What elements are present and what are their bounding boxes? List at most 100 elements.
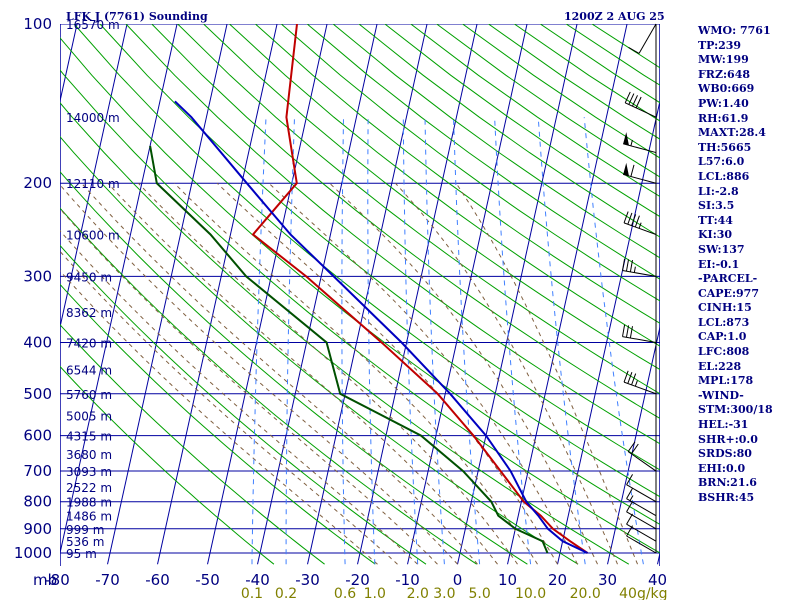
wind-barb-half-flag — [630, 139, 633, 146]
index-row: HEL:-31 — [698, 418, 749, 432]
height-label: 1988 m — [66, 496, 112, 510]
index-row: SRDS:80 — [698, 447, 752, 461]
height-label: 4315 m — [66, 430, 112, 444]
wind-barb-flag — [622, 258, 626, 271]
wind-barb — [628, 23, 657, 54]
wind-barb — [623, 211, 657, 235]
pressure-tick-label: 800 — [23, 493, 52, 511]
dry-adiabat — [60, 365, 275, 565]
dry-adiabat — [332, 24, 660, 259]
dry-adiabats — [60, 24, 660, 565]
dry-adiabat — [99, 24, 660, 471]
pressure-tick-label: 700 — [23, 462, 52, 480]
index-row: PW:1.40 — [698, 96, 749, 110]
temperature-tick-label: 30 — [598, 571, 617, 589]
wind-barb — [624, 91, 657, 118]
mixing-ratio-label: 3.0 — [433, 586, 455, 600]
moist-adiabat — [107, 182, 498, 565]
index-row: MPL:178 — [698, 374, 754, 388]
wind-barb — [626, 513, 657, 542]
wind-barb-flag — [631, 443, 639, 455]
height-label: 10600 m — [66, 229, 120, 243]
wind-barb-half-flag — [638, 222, 642, 229]
wind-barb-half-flag — [629, 495, 634, 501]
wind-barb-flag — [627, 441, 636, 452]
wind-barb-flag — [628, 47, 640, 54]
mixing-ratio-line — [367, 117, 376, 565]
isotherm — [107, 24, 228, 565]
wind-barb-flag — [623, 370, 629, 383]
isotherm — [357, 24, 478, 565]
wind-barb — [626, 501, 657, 530]
height-label: 3680 m — [66, 448, 112, 462]
mixing-ratio-label: 1.0 — [364, 586, 386, 600]
wind-barb-flag — [631, 214, 637, 226]
isotherm — [157, 24, 278, 565]
height-label: 5760 m — [66, 388, 112, 402]
isotherm — [307, 24, 428, 565]
moist-adiabat — [60, 270, 378, 565]
isotherm — [507, 24, 628, 565]
wind-barb-flag — [625, 259, 630, 272]
wind-barb-half-flag — [633, 266, 636, 273]
pressure-tick-label: 400 — [23, 333, 52, 351]
wind-barb-staff — [626, 498, 657, 517]
index-row: MW:199 — [698, 53, 749, 67]
temperature-tick-label: -40 — [245, 571, 270, 589]
wind-barb-flag — [626, 513, 633, 525]
pressure-tick-label: 100 — [23, 15, 52, 33]
index-row: EHI:0.0 — [698, 461, 746, 475]
wind-barb-staff — [627, 451, 657, 472]
index-row: TP:239 — [698, 38, 742, 52]
index-row: EL:228 — [698, 359, 742, 373]
wind-barbs — [622, 23, 657, 554]
pressure-tick-label: 1000 — [14, 544, 52, 562]
dry-adiabat — [151, 24, 660, 420]
index-row: CAP:1.0 — [698, 330, 747, 344]
index-row: SW:137 — [698, 242, 745, 256]
index-row: CINH:15 — [698, 301, 752, 315]
wind-barb-flag — [631, 95, 638, 107]
wind-barb-flag — [635, 96, 642, 109]
temperature-tick-label: -30 — [295, 571, 320, 589]
wind-barb-staff — [623, 143, 657, 154]
wind-barb — [623, 162, 657, 184]
index-row: BRN:21.6 — [698, 476, 757, 490]
mixing-ratio-line — [251, 117, 267, 565]
dry-adiabat — [125, 24, 660, 445]
wind-barb-flag — [626, 488, 633, 499]
temperature-tick-label: 0 — [453, 571, 463, 589]
dry-adiabat — [255, 24, 660, 324]
x-axis-units-label: mb — [33, 571, 57, 589]
wind-barb-staff — [624, 102, 657, 118]
height-label: 9450 m — [66, 270, 112, 284]
wind-barb-flag — [627, 372, 633, 384]
moist-adiabat — [329, 182, 598, 565]
height-label: 7420 m — [66, 336, 112, 350]
wind-barb — [623, 370, 657, 395]
index-row: FRZ:648 — [698, 67, 751, 81]
index-row: TH:5665 — [698, 140, 752, 154]
pressure-tick-label: 600 — [23, 427, 52, 445]
isotherm — [607, 324, 660, 565]
wind-barb-flag — [634, 215, 640, 228]
height-label: 8362 m — [66, 306, 112, 320]
height-label: 12110 m — [66, 177, 120, 191]
wind-barb-flag — [629, 259, 633, 272]
wind-barb-staff — [623, 381, 657, 395]
wind-barb-flag — [630, 164, 635, 177]
wind-barb-staff — [626, 523, 657, 542]
mixing-ratio-label: 40g/kg — [619, 586, 667, 600]
height-label: 16570 m — [66, 18, 120, 32]
moist-adiabats — [60, 182, 638, 565]
wind-barb-flag — [624, 91, 631, 103]
dry-adiabat — [60, 170, 528, 565]
wind-barb-staff — [626, 511, 657, 530]
wind-barb-pennant — [623, 132, 629, 146]
dewpoint-trace — [149, 145, 549, 554]
index-row: -PARCEL- — [698, 272, 758, 286]
wind-barb-staff — [623, 173, 657, 184]
height-label: 6544 m — [66, 364, 112, 378]
wind-barb-flag — [622, 324, 626, 337]
